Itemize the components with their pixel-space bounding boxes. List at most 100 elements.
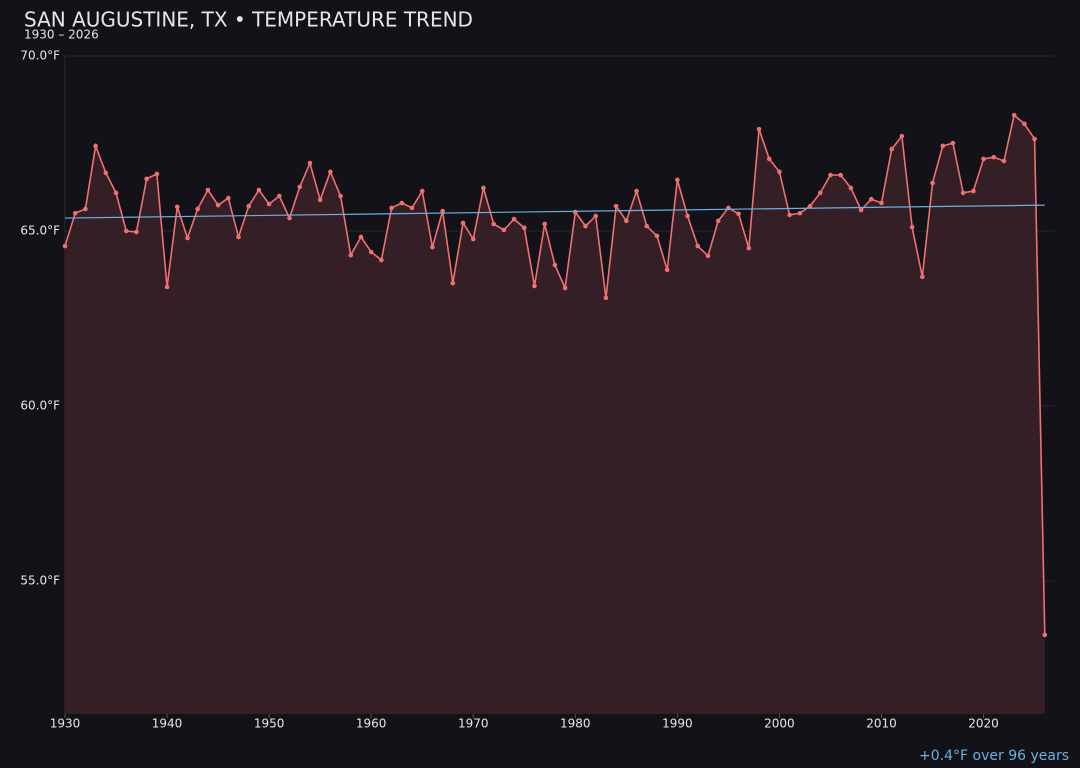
point (195, 206, 200, 212)
point (552, 262, 558, 268)
y-tick-label: 55.0°F (20, 574, 60, 588)
point (981, 156, 986, 162)
point (246, 203, 252, 209)
point (868, 196, 874, 202)
point (858, 207, 864, 213)
point (603, 295, 609, 301)
point (277, 193, 282, 199)
point (134, 229, 139, 235)
point (113, 190, 119, 196)
point (287, 215, 292, 221)
point (266, 201, 272, 207)
point (144, 176, 149, 182)
x-tick-label: 1970 (458, 717, 489, 731)
point (624, 218, 629, 224)
point (174, 204, 180, 210)
point (1042, 632, 1048, 638)
point (848, 185, 854, 191)
point (72, 210, 78, 216)
point (736, 211, 741, 217)
point (664, 267, 670, 273)
point (236, 234, 241, 240)
point (521, 225, 527, 231)
point (185, 235, 190, 241)
x-tick-label: 2000 (764, 717, 795, 731)
point (481, 185, 486, 191)
point (960, 190, 966, 196)
point (766, 156, 772, 162)
point (317, 197, 323, 203)
point (83, 206, 88, 212)
point (440, 208, 445, 214)
x-tick-label: 2020 (968, 717, 999, 731)
x-tick-label: 1930 (50, 717, 81, 731)
y-tick-label: 60.0°F (20, 399, 60, 413)
point (817, 190, 823, 196)
point (705, 253, 711, 259)
point (511, 216, 517, 222)
point (1011, 112, 1017, 118)
point (613, 203, 619, 209)
point (675, 177, 680, 183)
point (491, 221, 496, 227)
point (123, 228, 129, 234)
point (807, 203, 813, 209)
point (654, 233, 660, 239)
point (838, 172, 843, 178)
point (389, 205, 394, 211)
point (940, 143, 946, 149)
point (307, 160, 313, 166)
x-tick-label: 1940 (152, 717, 183, 731)
point (899, 133, 905, 139)
point (593, 213, 599, 219)
y-tick-label: 65.0°F (20, 224, 60, 238)
point (573, 209, 578, 215)
point (583, 223, 588, 229)
point (93, 143, 98, 149)
trend-annotation: +0.4°F over 96 years (919, 748, 1069, 764)
point (715, 218, 721, 224)
point (215, 202, 221, 208)
area (65, 115, 1045, 714)
point (889, 146, 895, 152)
point (256, 187, 262, 193)
chart-subtitle: 1930 – 2026 (24, 28, 99, 42)
point (358, 234, 364, 240)
point (205, 187, 211, 193)
point (1022, 121, 1027, 127)
point (297, 184, 303, 190)
y-tick-label: 70.0°F (20, 49, 60, 63)
chart-title: SAN AUGUSTINE, TX • TEMPERATURE TREND (24, 8, 473, 32)
point (542, 221, 547, 227)
point (348, 252, 354, 258)
point (685, 213, 690, 219)
point (532, 283, 537, 289)
point (164, 284, 170, 290)
point (1032, 136, 1037, 142)
x-tick-label: 1960 (356, 717, 387, 731)
point (991, 154, 997, 160)
point (328, 169, 333, 175)
point (368, 249, 374, 255)
point (225, 195, 231, 201)
point (828, 172, 833, 178)
point (409, 205, 415, 211)
point (930, 180, 935, 186)
point (338, 193, 343, 199)
point (1001, 158, 1007, 164)
point (644, 223, 650, 229)
x-tick-label: 1990 (662, 717, 693, 731)
point (419, 188, 425, 194)
point (746, 245, 752, 251)
point (501, 227, 507, 233)
point (634, 188, 639, 194)
point (879, 200, 884, 206)
trend-line (64, 204, 1045, 219)
point (399, 200, 405, 206)
point (379, 257, 384, 263)
point (950, 140, 956, 146)
point (562, 285, 568, 291)
point (787, 212, 792, 218)
point (695, 243, 701, 249)
